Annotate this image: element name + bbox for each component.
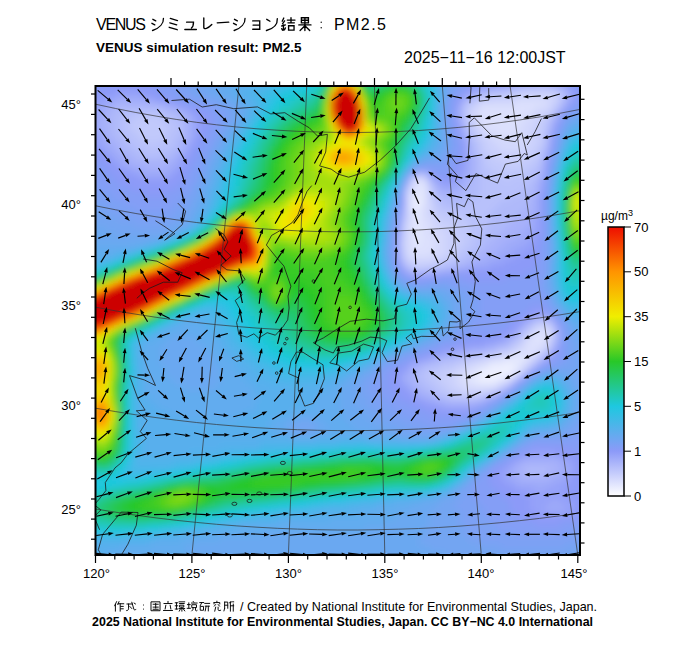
svg-text:/ Created by National Institut: / Created by National Institute for Envi… — [240, 600, 597, 614]
svg-text:VENUS simulation result: PM2.5: VENUS simulation result: PM2.5 — [96, 40, 302, 55]
svg-text:50: 50 — [634, 264, 648, 279]
svg-text:125°: 125° — [179, 566, 206, 581]
svg-text:70: 70 — [634, 220, 648, 235]
svg-text:15: 15 — [634, 354, 648, 369]
svg-text:45°: 45° — [61, 97, 81, 112]
svg-text:2025−11−16 12:00JST: 2025−11−16 12:00JST — [404, 49, 566, 66]
svg-text:40°: 40° — [61, 197, 81, 212]
svg-text:35: 35 — [634, 309, 648, 324]
svg-text:0: 0 — [634, 489, 641, 504]
svg-text:PM2.5: PM2.5 — [334, 16, 386, 33]
svg-text:1: 1 — [634, 444, 641, 459]
svg-text:25°: 25° — [61, 502, 81, 517]
svg-text:120°: 120° — [83, 566, 110, 581]
svg-text:145°: 145° — [561, 566, 588, 581]
svg-text:VENUS: VENUS — [96, 16, 146, 33]
svg-text:2025 National Institute for En: 2025 National Institute for Environmenta… — [92, 615, 593, 629]
svg-text:135°: 135° — [372, 566, 399, 581]
svg-text:35°: 35° — [61, 298, 81, 313]
svg-text:5: 5 — [634, 399, 641, 414]
svg-text:µg/m3: µg/m3 — [601, 208, 633, 223]
svg-text:140°: 140° — [468, 566, 495, 581]
svg-text:130°: 130° — [275, 566, 302, 581]
svg-text:30°: 30° — [61, 398, 81, 413]
